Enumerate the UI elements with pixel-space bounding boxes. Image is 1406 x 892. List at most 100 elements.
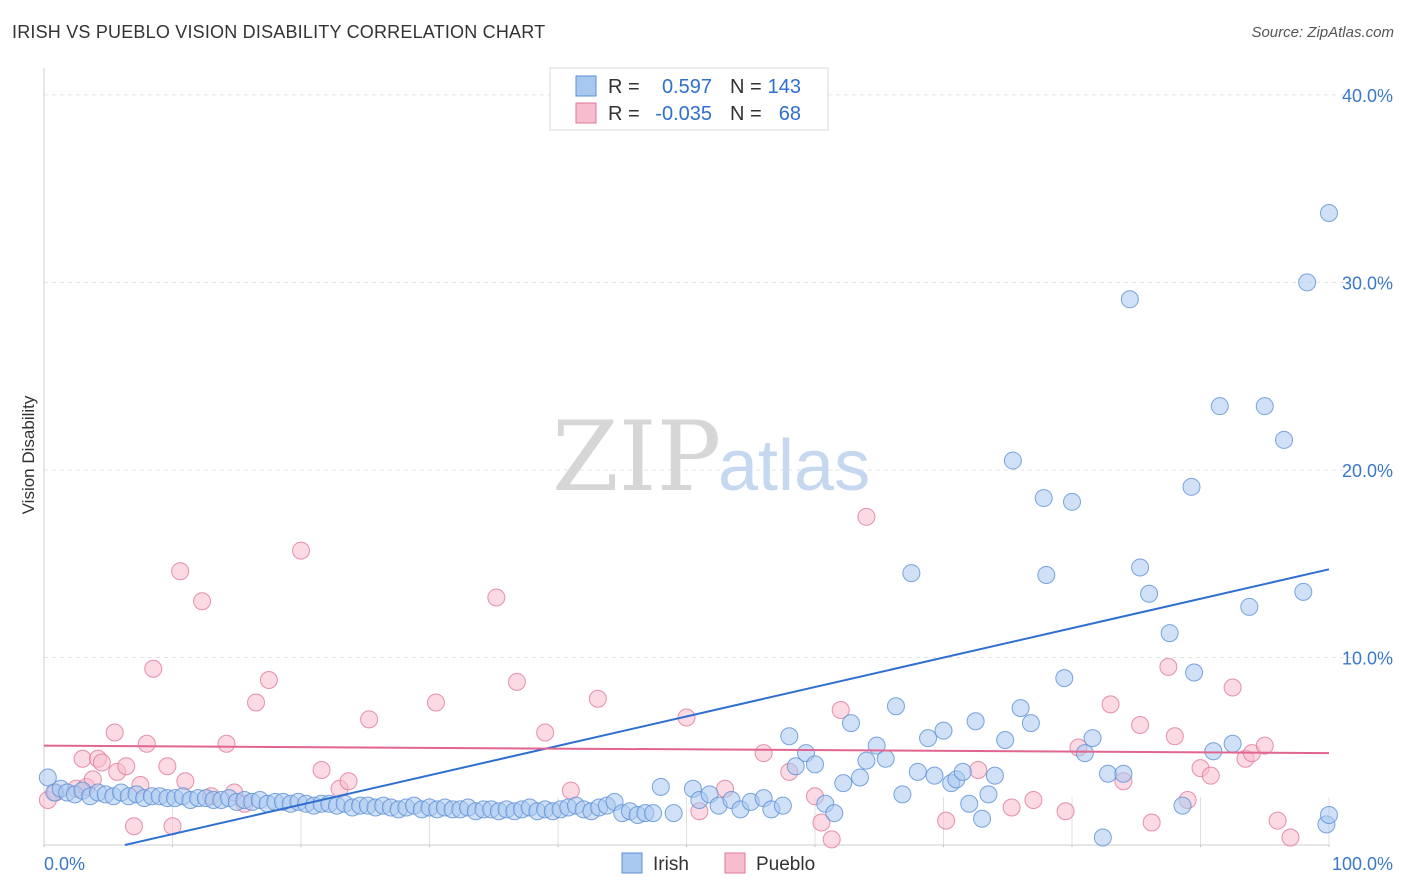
grid-lines <box>43 94 1364 847</box>
irish-point-127 <box>1075 744 1094 763</box>
pueblo-point-48 <box>969 760 988 779</box>
x-tick-label-1: 100.0% <box>1332 854 1393 874</box>
irish-point-91 <box>773 796 792 815</box>
pueblo-point-14 <box>144 659 163 678</box>
irish-point-79 <box>644 804 663 823</box>
pueblo-point-35 <box>561 781 580 800</box>
watermark-atlas: atlas <box>718 426 870 506</box>
trend-lines <box>43 568 1330 846</box>
irish-point-144 <box>1275 430 1294 449</box>
pueblo-point-44 <box>822 830 841 849</box>
pueblo-point-30 <box>360 710 379 729</box>
legend-r-label-irish: R = <box>608 76 640 98</box>
pueblo-point-62 <box>1223 678 1242 697</box>
irish-point-137 <box>1182 477 1201 496</box>
irish-point-116 <box>973 809 992 828</box>
legend-r-pueblo: -0.035 <box>655 103 712 125</box>
irish-point-131 <box>1114 764 1133 783</box>
pueblo-point-11 <box>124 817 143 836</box>
irish-point-105 <box>893 785 912 804</box>
irish-point-101 <box>857 751 876 770</box>
y-tick-label-3: 40.0% <box>1342 86 1393 106</box>
y-tick-label-1: 20.0% <box>1342 461 1393 481</box>
irish-point-141 <box>1223 734 1242 753</box>
irish-point-114 <box>960 794 979 813</box>
pueblo-trend-line <box>43 744 1330 755</box>
bottom-legend-swatch-irish <box>621 852 643 874</box>
irish-point-126 <box>1063 492 1081 511</box>
irish-point-124 <box>1037 565 1056 584</box>
pueblo-point-43 <box>812 813 831 832</box>
axes <box>43 68 1329 846</box>
irish-point-130 <box>1098 764 1117 783</box>
irish-point-100 <box>850 768 869 787</box>
irish-point-132 <box>1120 290 1139 309</box>
irish-point-139 <box>1204 742 1223 761</box>
irish-point-110 <box>934 721 953 740</box>
irish-point-136 <box>1173 796 1192 815</box>
pueblo-point-15 <box>158 757 177 776</box>
irish-point-129 <box>1093 828 1112 847</box>
pueblo-point-3 <box>73 749 92 768</box>
irish-point-145 <box>1294 582 1313 601</box>
irish-point-108 <box>919 729 938 748</box>
irish-point-107 <box>908 762 927 781</box>
irish-point-95 <box>806 755 824 774</box>
irish-point-119 <box>996 730 1015 749</box>
pueblo-point-32 <box>487 588 506 607</box>
legend-r-label-pueblo: R = <box>608 103 640 125</box>
irish-point-149 <box>1320 204 1338 223</box>
irish-point-92 <box>780 727 799 746</box>
pueblo-point-50 <box>1024 790 1043 809</box>
y-tick-label-0: 10.0% <box>1342 648 1393 668</box>
pueblo-point-34 <box>536 723 555 742</box>
bottom-legend: Irish Pueblo <box>621 852 815 875</box>
legend-n-label-irish: N = <box>730 76 762 98</box>
bottom-legend-swatch-pueblo <box>724 852 746 874</box>
irish-point-97 <box>825 804 844 823</box>
chart-title: IRISH VS PUEBLO VISION DISABILITY CORREL… <box>12 22 546 42</box>
irish-point-99 <box>841 714 860 733</box>
pueblo-point-58 <box>1165 727 1184 746</box>
legend-r-irish: 0.597 <box>662 76 712 98</box>
irish-point-134 <box>1140 584 1159 603</box>
pueblo-point-36 <box>588 689 607 708</box>
x-tick-labels: 0.0% 100.0% <box>44 854 1393 874</box>
pueblo-point-27 <box>312 760 331 779</box>
irish-point-120 <box>1003 451 1022 470</box>
pueblo-point-21 <box>217 734 236 753</box>
pueblo-point-51 <box>1056 802 1075 821</box>
irish-point-80 <box>651 777 670 796</box>
source-credit: Source: ZipAtlas.com <box>1251 24 1394 41</box>
pueblo-point-45 <box>831 700 850 719</box>
y-tick-label-2: 30.0% <box>1342 273 1393 293</box>
bottom-legend-irish: Irish <box>653 854 689 875</box>
pueblo-point-18 <box>176 772 195 791</box>
irish-point-135 <box>1160 624 1179 643</box>
pueblo-point-61 <box>1201 766 1220 785</box>
irish-point-106 <box>902 564 921 583</box>
pueblo-point-26 <box>292 541 310 560</box>
irish-point-109 <box>925 766 944 785</box>
bottom-legend-pueblo: Pueblo <box>756 854 815 875</box>
irish-point-0 <box>38 768 57 787</box>
irish-point-133 <box>1131 558 1150 577</box>
pueblo-point-8 <box>105 723 124 742</box>
irish-point-121 <box>1011 699 1030 718</box>
pueblo-point-53 <box>1101 695 1120 714</box>
irish-point-113 <box>953 762 972 781</box>
pueblo-point-10 <box>117 757 136 776</box>
irish-point-146 <box>1298 273 1317 292</box>
pueblo-point-67 <box>1281 828 1300 847</box>
irish-point-148 <box>1320 805 1338 824</box>
pueblo-point-7 <box>92 753 111 772</box>
irish-point-138 <box>1185 663 1204 682</box>
irish-point-98 <box>834 774 853 793</box>
irish-point-143 <box>1255 397 1274 416</box>
irish-points <box>38 204 1338 847</box>
irish-point-142 <box>1240 597 1259 616</box>
pueblo-point-25 <box>259 670 278 689</box>
watermark-zip: ZIP <box>552 401 721 513</box>
pueblo-point-49 <box>1002 798 1021 817</box>
